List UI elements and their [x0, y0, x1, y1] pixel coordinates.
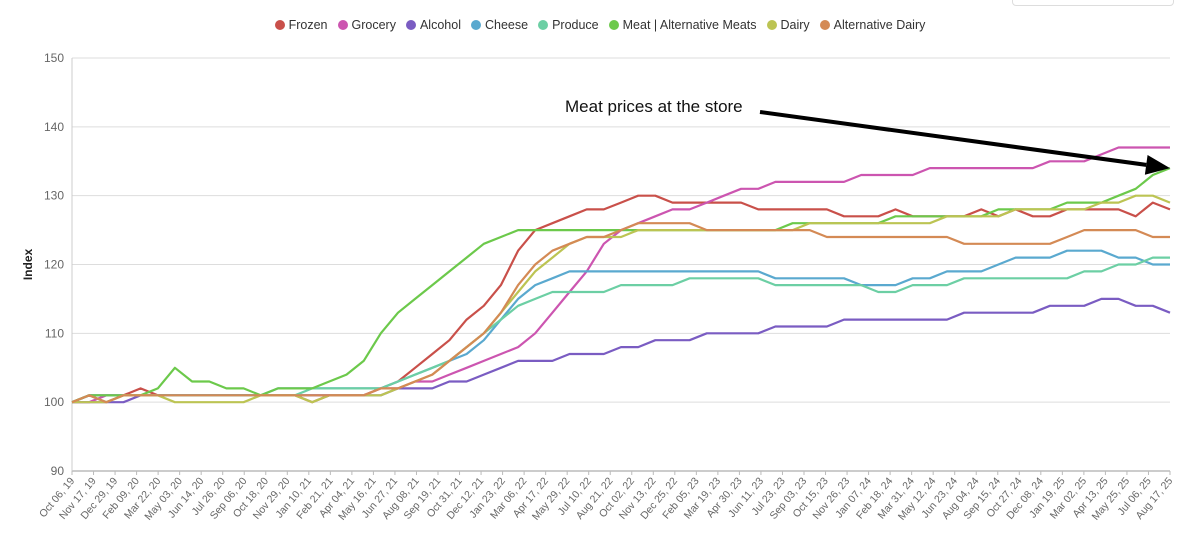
legend-swatch [274, 20, 285, 30]
legend-label: Alternative Dairy [833, 18, 926, 32]
legend-item[interactable]: Produce [538, 18, 599, 32]
annotation-arrow [759, 110, 1147, 167]
chart-legend: Frozen Grocery Alcohol Cheese Produce Meat | … [0, 18, 1200, 32]
series-line [71, 256, 1170, 404]
legend-item[interactable]: Meat | Alternative Meats [608, 18, 757, 32]
series-line [71, 194, 1171, 404]
y-tick-label: 130 [44, 189, 64, 203]
legend-label: Frozen [288, 18, 328, 32]
series-line [72, 146, 1170, 404]
legend-swatch [766, 20, 777, 30]
series-line [72, 194, 1171, 404]
y-tick-label: 140 [44, 120, 64, 134]
legend-item[interactable]: Alternative Dairy [819, 18, 926, 32]
y-tick-label: 100 [44, 395, 64, 409]
legend-swatch [405, 20, 416, 30]
y-tick-label: 90 [51, 464, 65, 478]
annotation-text: Meat prices at the store [565, 97, 743, 116]
legend-swatch [538, 20, 549, 30]
series-line [71, 249, 1170, 404]
legend-item[interactable]: Alcohol [405, 18, 461, 32]
series-line [71, 222, 1170, 404]
legend-swatch [819, 20, 830, 30]
legend-swatch [337, 20, 348, 30]
legend-swatch [608, 20, 619, 30]
legend-label: Alcohol [419, 18, 461, 32]
legend-item[interactable]: Frozen [274, 18, 328, 32]
annotation-arrowhead [1144, 154, 1170, 175]
legend-swatch [470, 20, 481, 30]
legend-item[interactable]: Grocery [337, 18, 396, 32]
legend-label: Grocery [351, 18, 396, 32]
y-axis-title: Index [21, 249, 35, 281]
series-line [72, 297, 1171, 404]
legend-label: Dairy [780, 18, 810, 32]
legend-label: Cheese [484, 18, 529, 32]
toolbar-box [1012, 0, 1174, 6]
legend-label: Produce [552, 18, 599, 32]
y-tick-label: 110 [45, 326, 64, 340]
y-tick-label: 120 [44, 258, 64, 272]
legend-item[interactable]: Dairy [766, 18, 810, 32]
legend-item[interactable]: Cheese [470, 18, 529, 32]
legend-label: Meat | Alternative Meats [622, 18, 757, 32]
y-tick-label: 150 [44, 51, 64, 65]
